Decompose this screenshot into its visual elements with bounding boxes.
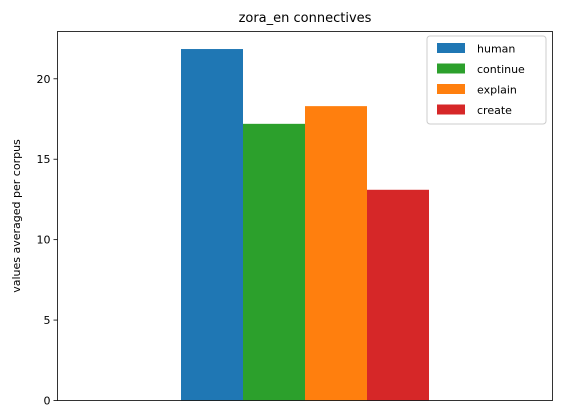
y-tick-label: 0	[44, 395, 51, 408]
y-tick-label: 5	[44, 314, 51, 327]
bar-human	[181, 49, 243, 401]
legend-swatch-human	[437, 43, 465, 53]
y-axis-label: values averaged per corpus	[10, 139, 23, 293]
legend-label-human: human	[477, 43, 515, 56]
y-axis: 0 5 10 15 20	[37, 73, 58, 408]
bar-continue	[243, 123, 305, 401]
legend-label-create: create	[477, 104, 512, 117]
bars	[181, 49, 429, 401]
legend-label-continue: continue	[477, 63, 525, 76]
y-tick-label: 15	[37, 153, 51, 166]
plot-frame	[57, 31, 553, 401]
y-tick-label: 20	[37, 73, 51, 86]
bar-explain	[305, 106, 367, 401]
legend-swatch-explain	[437, 84, 465, 94]
legend-swatch-create	[437, 104, 465, 115]
bar-create	[367, 189, 429, 401]
legend-box	[426, 35, 547, 125]
legend-label-explain: explain	[477, 84, 517, 97]
legend-swatch-continue	[437, 63, 465, 74]
legend: human continue explain create	[426, 35, 547, 125]
y-tick-label: 10	[37, 234, 51, 247]
chart-title: zora_en connectives	[239, 11, 372, 26]
